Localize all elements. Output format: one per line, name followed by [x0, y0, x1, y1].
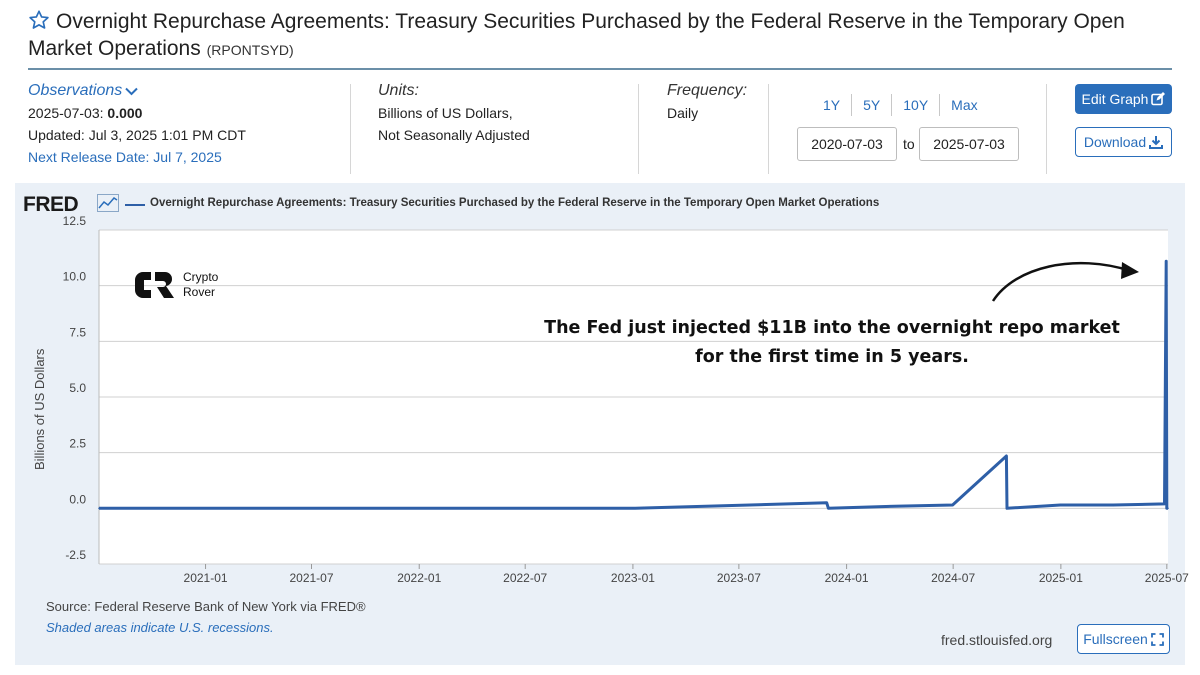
- source-text: Source: Federal Reserve Bank of New York…: [46, 599, 366, 614]
- y-tick-label: -2.5: [65, 548, 86, 562]
- data-point: [899, 505, 901, 507]
- fullscreen-button[interactable]: Fullscreen: [1077, 624, 1170, 654]
- watermark-line1: Crypto: [183, 270, 219, 284]
- data-point: [1112, 504, 1114, 506]
- crypto-rover-logo: [135, 272, 174, 298]
- start-date-input[interactable]: [797, 127, 897, 161]
- data-point: [1059, 504, 1062, 506]
- site-url[interactable]: fred.stlouisfed.org: [941, 632, 1053, 648]
- y-axis-label: Billions of US Dollars: [32, 348, 47, 470]
- edit-icon: [1151, 92, 1166, 106]
- x-tick-label: 2024-01: [825, 571, 869, 585]
- y-tick-label: 0.0: [69, 492, 86, 506]
- y-tick-label: 5.0: [69, 381, 86, 395]
- header-divider: [28, 68, 1172, 70]
- star-icon[interactable]: [28, 9, 50, 31]
- x-tick-label: 2022-07: [503, 571, 547, 585]
- range-links: 1Y 5Y 10Y Max: [812, 94, 989, 116]
- watermark-text: Crypto Rover: [183, 270, 218, 300]
- fullscreen-icon: [1150, 633, 1164, 646]
- x-tick-label: 2025-01: [1039, 571, 1083, 585]
- annotation-line2: for the first time in 5 years.: [695, 347, 969, 367]
- legend-label: Overnight Repurchase Agreements: Treasur…: [150, 197, 880, 209]
- page-title: Overnight Repurchase Agreements: Treasur…: [28, 10, 1125, 60]
- observation-date: 2025-07-03:: [28, 105, 104, 121]
- observation-value: 0.000: [107, 105, 143, 121]
- end-date-input[interactable]: [919, 127, 1019, 161]
- edit-graph-button[interactable]: Edit Graph: [1075, 84, 1172, 114]
- to-label: to: [903, 136, 915, 152]
- data-point: [951, 504, 954, 506]
- units-line2: Not Seasonally Adjusted: [378, 127, 530, 143]
- range-1y[interactable]: 1Y: [812, 94, 853, 116]
- observations-label: Observations: [28, 82, 123, 99]
- data-point: [1166, 507, 1168, 510]
- watermark-line2: Rover: [183, 285, 216, 299]
- units-label: Units:: [378, 82, 419, 99]
- recession-note[interactable]: Shaded areas indicate U.S. recessions.: [46, 620, 274, 635]
- data-point: [1163, 503, 1166, 505]
- data-point: [1005, 455, 1008, 457]
- latest-observation: 2025-07-03: 0.000: [28, 102, 246, 124]
- annotation-line1: The Fed just injected $11B into the over…: [544, 318, 1120, 338]
- data-point: [1165, 260, 1167, 263]
- fullscreen-label: Fullscreen: [1083, 631, 1148, 647]
- fred-logo-text: FRED: [23, 193, 79, 216]
- y-tick-label: 10.0: [63, 270, 87, 284]
- observations-toggle[interactable]: Observations: [28, 80, 246, 102]
- y-tick-label: 12.5: [63, 214, 87, 228]
- x-tick-label: 2021-07: [289, 571, 333, 585]
- range-10y[interactable]: 10Y: [892, 94, 941, 116]
- units-line1: Billions of US Dollars,: [378, 105, 513, 121]
- meta-divider: [768, 84, 769, 174]
- data-point: [1167, 507, 1169, 510]
- annotation-arrow: [991, 261, 1139, 302]
- legend-swatch: [125, 204, 145, 206]
- data-point: [98, 507, 100, 510]
- series-line: [99, 259, 1169, 510]
- y-tick-label: 2.5: [69, 437, 86, 451]
- range-5y[interactable]: 5Y: [852, 94, 893, 116]
- next-release-text: Next Release Date: Jul 7, 2025: [28, 149, 222, 165]
- series-id: (RPONTSYD): [206, 42, 294, 58]
- frequency-value: Daily: [667, 105, 699, 121]
- range-max[interactable]: Max: [951, 97, 978, 113]
- edit-graph-label: Edit Graph: [1081, 91, 1149, 107]
- x-tick-label: 2023-07: [717, 571, 761, 585]
- x-tick-label: 2022-01: [397, 571, 441, 585]
- x-tick-label: 2021-01: [184, 571, 228, 585]
- download-icon: [1149, 136, 1164, 149]
- download-label: Download: [1083, 134, 1147, 150]
- data-point: [825, 502, 828, 504]
- annotation-text: The Fed just injected $11B into the over…: [540, 314, 1124, 372]
- x-tick-label: 2024-07: [931, 571, 975, 585]
- download-button[interactable]: Download: [1075, 127, 1172, 157]
- fred-logo: FRED: [23, 193, 79, 217]
- x-tick-label: 2025-07: [1145, 571, 1189, 585]
- data-point: [1006, 507, 1008, 510]
- units-block: Units: Billions of US Dollars, Not Seaso…: [378, 80, 530, 146]
- updated-text: Updated: Jul 3, 2025 1:01 PM CDT: [28, 127, 246, 143]
- y-tick-label: 7.5: [69, 325, 86, 339]
- meta-divider: [1046, 84, 1047, 174]
- page-title-row: Overnight Repurchase Agreements: Treasur…: [28, 8, 1178, 64]
- meta-divider: [350, 84, 351, 174]
- observations-block: Observations 2025-07-03: 0.000 Updated: …: [28, 80, 246, 168]
- chevron-down-icon: [125, 87, 138, 96]
- x-tick-label: 2023-01: [611, 571, 655, 585]
- frequency-label: Frequency:: [667, 82, 748, 99]
- data-point: [827, 507, 830, 510]
- meta-divider: [638, 84, 639, 174]
- fred-graph-icon: [97, 194, 119, 212]
- frequency-block: Frequency: Daily: [667, 80, 747, 124]
- data-point: [632, 507, 634, 510]
